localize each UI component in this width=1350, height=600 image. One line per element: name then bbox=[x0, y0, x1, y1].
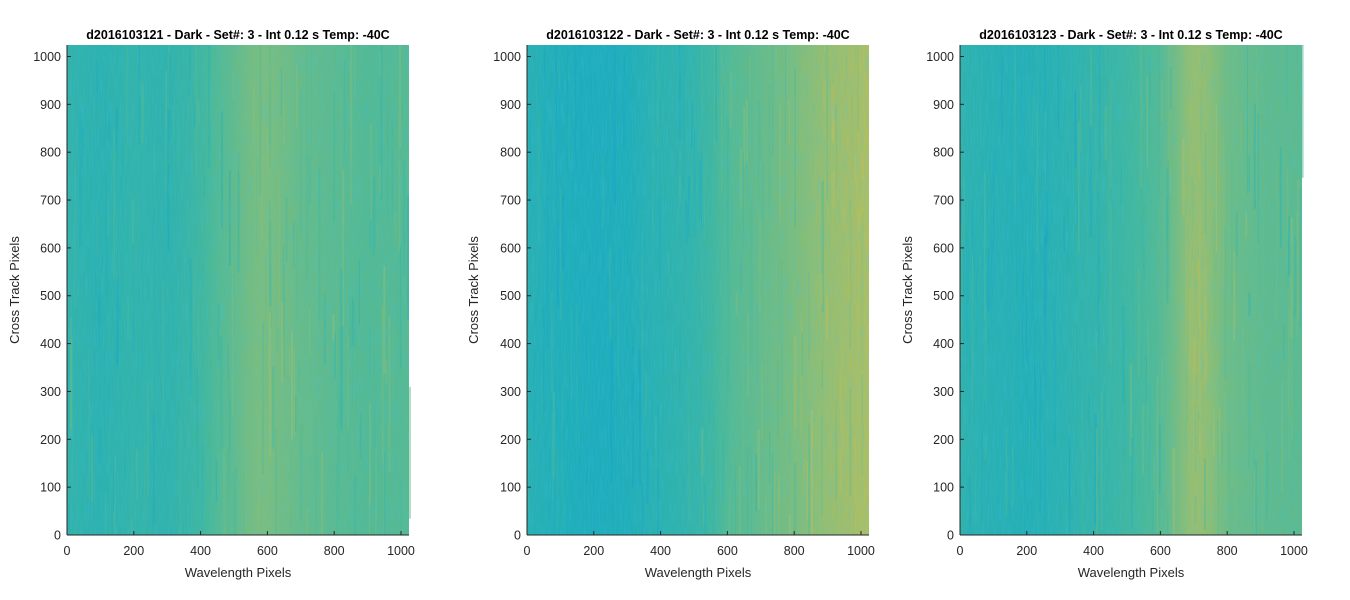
x-tick-label: 0 bbox=[64, 544, 71, 558]
x-tick-label: 0 bbox=[957, 544, 964, 558]
y-tick-label: 400 bbox=[933, 337, 954, 351]
x-tick-label: 1000 bbox=[387, 544, 415, 558]
y-tick-label: 1000 bbox=[926, 50, 954, 64]
y-tick-label: 1000 bbox=[493, 50, 521, 64]
y-tick-label: 300 bbox=[500, 385, 521, 399]
x-tick-label: 800 bbox=[784, 544, 805, 558]
y-tick-label: 200 bbox=[500, 433, 521, 447]
y-tick-label: 200 bbox=[40, 433, 61, 447]
x-axis-label: Wavelength Pixels bbox=[1078, 565, 1185, 580]
y-tick-label: 100 bbox=[500, 481, 521, 495]
y-tick-label: 400 bbox=[500, 337, 521, 351]
x-tick-label: 200 bbox=[123, 544, 144, 558]
y-tick-label: 100 bbox=[933, 481, 954, 495]
x-tick-label: 800 bbox=[324, 544, 345, 558]
y-tick-label: 300 bbox=[933, 385, 954, 399]
y-tick-label: 200 bbox=[933, 433, 954, 447]
heatmap-noise-texture bbox=[67, 45, 409, 535]
x-axis-label: Wavelength Pixels bbox=[645, 565, 752, 580]
x-tick-label: 400 bbox=[1083, 544, 1104, 558]
y-tick-label: 0 bbox=[947, 529, 954, 543]
y-tick-label: 800 bbox=[40, 146, 61, 160]
y-tick-label: 0 bbox=[514, 529, 521, 543]
y-axis-label: Cross Track Pixels bbox=[900, 236, 915, 344]
y-tick-label: 600 bbox=[40, 241, 61, 255]
y-tick-label: 400 bbox=[40, 337, 61, 351]
x-tick-label: 1000 bbox=[847, 544, 875, 558]
chart-title: d2016103123 - Dark - Set#: 3 - Int 0.12 … bbox=[979, 28, 1282, 42]
x-tick-label: 600 bbox=[1150, 544, 1171, 558]
y-tick-label: 800 bbox=[500, 146, 521, 160]
heatmap-panel-1: d2016103121 - Dark - Set#: 3 - Int 0.12 … bbox=[7, 28, 415, 580]
x-tick-label: 400 bbox=[650, 544, 671, 558]
y-tick-label: 500 bbox=[933, 289, 954, 303]
y-tick-label: 100 bbox=[40, 481, 61, 495]
y-tick-label: 600 bbox=[500, 241, 521, 255]
y-axis-label: Cross Track Pixels bbox=[7, 236, 22, 344]
x-tick-label: 600 bbox=[257, 544, 278, 558]
y-tick-label: 1000 bbox=[33, 50, 61, 64]
y-tick-label: 900 bbox=[40, 98, 61, 112]
heatmap-noise-texture bbox=[960, 45, 1302, 535]
y-tick-label: 700 bbox=[500, 194, 521, 208]
x-tick-label: 200 bbox=[583, 544, 604, 558]
chart-title: d2016103122 - Dark - Set#: 3 - Int 0.12 … bbox=[546, 28, 849, 42]
x-axis-label: Wavelength Pixels bbox=[185, 565, 292, 580]
x-tick-label: 0 bbox=[524, 544, 531, 558]
heatmap-panel-3: d2016103123 - Dark - Set#: 3 - Int 0.12 … bbox=[900, 28, 1308, 580]
y-tick-label: 900 bbox=[500, 98, 521, 112]
y-tick-label: 900 bbox=[933, 98, 954, 112]
y-tick-label: 700 bbox=[933, 194, 954, 208]
x-tick-label: 800 bbox=[1217, 544, 1238, 558]
y-tick-label: 300 bbox=[40, 385, 61, 399]
y-tick-label: 700 bbox=[40, 194, 61, 208]
y-tick-label: 0 bbox=[54, 529, 61, 543]
x-tick-label: 400 bbox=[190, 544, 211, 558]
y-axis-label: Cross Track Pixels bbox=[466, 236, 481, 344]
chart-title: d2016103121 - Dark - Set#: 3 - Int 0.12 … bbox=[86, 28, 389, 42]
heatmap-noise-texture bbox=[527, 45, 869, 535]
x-tick-label: 1000 bbox=[1280, 544, 1308, 558]
y-tick-label: 800 bbox=[933, 146, 954, 160]
y-tick-label: 600 bbox=[933, 241, 954, 255]
x-tick-label: 200 bbox=[1016, 544, 1037, 558]
heatmap-panel-2: d2016103122 - Dark - Set#: 3 - Int 0.12 … bbox=[466, 28, 875, 580]
y-tick-label: 500 bbox=[500, 289, 521, 303]
y-tick-label: 500 bbox=[40, 289, 61, 303]
x-tick-label: 600 bbox=[717, 544, 738, 558]
